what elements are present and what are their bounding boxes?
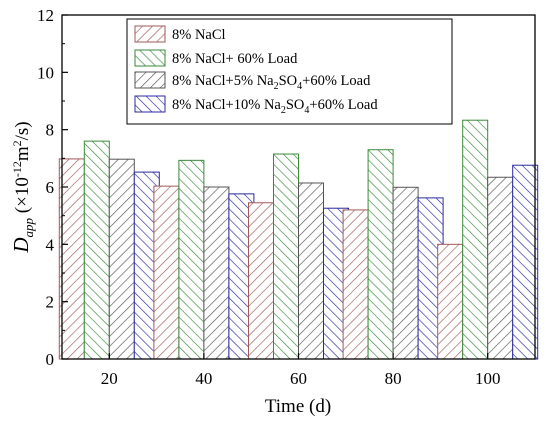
bars-group [58, 119, 539, 360]
bar-40-series-0 [153, 185, 180, 360]
legend-label-3: 8% NaCl+10% Na2SO4+60% Load [172, 97, 378, 116]
y-tick-label-6: 6 [46, 178, 55, 197]
y-tick-label-4: 4 [46, 235, 55, 254]
bar-80-series-1 [367, 149, 394, 360]
x-axis-title: Time (d) [265, 396, 331, 417]
y-axis-title: Dapp (×10-12m2/s) [9, 121, 36, 253]
bar-80-series-0 [342, 209, 369, 360]
y-tick-label-10: 10 [37, 63, 54, 82]
legend: 8% NaCl 8% NaCl+ 60% Load 8% NaCl+5% Na2… [126, 18, 453, 125]
bar-20-series-0 [58, 158, 85, 360]
x-tick-label-20: 20 [101, 369, 118, 388]
bar-60-series-1 [273, 153, 299, 360]
bar-80-series-2 [392, 186, 419, 360]
bar-20-series-1 [83, 140, 110, 360]
x-tick-label-80: 80 [385, 369, 402, 388]
y-tick-label-2: 2 [46, 293, 55, 312]
bar-100-series-3 [512, 164, 539, 360]
legend-label-2: 8% NaCl+5% Na2SO4+60% Load [172, 73, 371, 92]
bar-40-series-2 [203, 186, 230, 360]
bar-60-series-2 [298, 182, 324, 360]
y-tick-label-8: 8 [46, 121, 55, 140]
y-axis: 0 2 4 6 8 10 12 [37, 6, 68, 369]
bar-100-series-0 [437, 243, 464, 360]
legend-swatch-2 [134, 71, 166, 89]
bar-100-series-1 [462, 119, 489, 360]
x-tick-label-60: 60 [290, 369, 307, 388]
bar-20-series-2 [108, 158, 135, 360]
legend-swatch-0 [134, 25, 166, 43]
bar-40-series-1 [178, 159, 205, 360]
legend-label-0: 8% NaCl [172, 27, 226, 43]
bar-60-series-0 [248, 202, 274, 360]
legend-swatch-1 [134, 49, 166, 67]
legend-swatch-3 [134, 95, 166, 113]
x-tick-label-40: 40 [195, 369, 212, 388]
legend-label-1: 8% NaCl+ 60% Load [172, 51, 298, 67]
x-tick-label-100: 100 [475, 369, 501, 388]
bar-100-series-2 [487, 176, 514, 360]
y-tick-label-12: 12 [37, 6, 54, 25]
y-tick-label-0: 0 [46, 350, 55, 369]
legend-box [126, 18, 453, 125]
x-axis: 20 40 60 80 100 [101, 353, 501, 388]
